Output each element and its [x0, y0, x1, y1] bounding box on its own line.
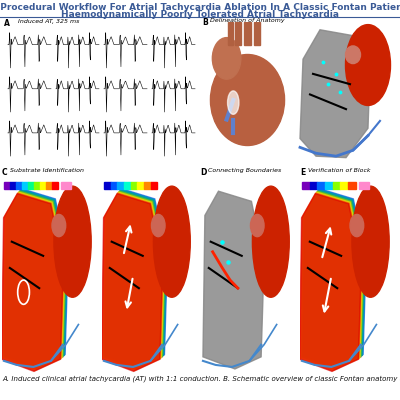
Bar [124, 182, 131, 189]
Ellipse shape [346, 25, 390, 106]
Text: A. Induced clinical atrial tachycardia (AT) with 1:1 conduction. B. Schematic ov: A. Induced clinical atrial tachycardia (… [2, 375, 400, 382]
Polygon shape [104, 191, 165, 369]
Text: C: C [2, 168, 8, 177]
Polygon shape [6, 189, 68, 366]
Text: Figure 3 Procedural Workflow For Atrial Tachycardia Ablation In A Classic Fontan: Figure 3 Procedural Workflow For Atrial … [0, 3, 400, 12]
Bar [16, 182, 22, 189]
Bar [244, 22, 251, 45]
Text: Substrate Identification: Substrate Identification [10, 168, 84, 173]
Ellipse shape [252, 186, 289, 297]
Text: Connecting Boundaries: Connecting Boundaries [208, 168, 281, 173]
Bar [4, 182, 10, 189]
Bar [10, 182, 16, 189]
Polygon shape [106, 189, 167, 366]
Bar [46, 182, 52, 189]
Text: Induced AT, 325 ms: Induced AT, 325 ms [18, 20, 79, 24]
Point [325, 81, 331, 87]
Polygon shape [105, 190, 166, 368]
Polygon shape [102, 194, 163, 371]
Polygon shape [4, 191, 66, 369]
Polygon shape [105, 190, 166, 368]
Bar [111, 182, 117, 189]
Polygon shape [300, 193, 362, 371]
Bar [317, 182, 325, 189]
Ellipse shape [52, 214, 66, 237]
Point [320, 59, 326, 65]
Text: D: D [200, 168, 206, 177]
Ellipse shape [54, 186, 91, 297]
Bar [144, 182, 151, 189]
Ellipse shape [352, 186, 389, 297]
Bar [40, 182, 46, 189]
Ellipse shape [154, 186, 190, 297]
Bar [325, 182, 333, 189]
Polygon shape [5, 190, 67, 368]
Polygon shape [304, 189, 366, 366]
Bar [137, 182, 144, 189]
Polygon shape [102, 193, 163, 371]
Bar [61, 182, 70, 189]
Polygon shape [302, 191, 364, 369]
Text: Haemodynamically Poorly Tolerated Atrial Tachycardia: Haemodynamically Poorly Tolerated Atrial… [61, 10, 339, 19]
Bar [359, 182, 369, 189]
Bar [22, 182, 28, 189]
Polygon shape [2, 194, 63, 371]
Bar [235, 22, 241, 45]
Text: E: E [300, 168, 305, 177]
Text: B: B [202, 18, 208, 27]
Ellipse shape [350, 214, 364, 237]
Bar [131, 182, 137, 189]
Polygon shape [6, 190, 67, 368]
Polygon shape [203, 191, 264, 369]
Bar [104, 182, 111, 189]
Ellipse shape [228, 91, 239, 114]
Point [333, 71, 339, 77]
Polygon shape [4, 191, 66, 369]
Ellipse shape [250, 214, 264, 237]
Polygon shape [106, 189, 167, 367]
Polygon shape [104, 191, 165, 369]
Point [225, 259, 231, 265]
Bar [228, 22, 233, 45]
Polygon shape [301, 192, 363, 370]
Bar [333, 182, 340, 189]
Polygon shape [3, 192, 65, 370]
Polygon shape [6, 189, 68, 367]
Point [219, 238, 226, 245]
Text: Verification of Block: Verification of Block [308, 168, 370, 173]
Point [337, 88, 343, 95]
Polygon shape [300, 194, 361, 371]
Ellipse shape [212, 38, 241, 79]
Bar [34, 182, 40, 189]
Bar [52, 182, 58, 189]
Ellipse shape [210, 54, 284, 146]
Bar [340, 182, 348, 189]
Bar [254, 22, 260, 45]
Bar [151, 182, 157, 189]
Bar [117, 182, 124, 189]
Bar [28, 182, 34, 189]
Polygon shape [304, 189, 366, 367]
Ellipse shape [152, 214, 165, 237]
Polygon shape [300, 30, 370, 158]
Ellipse shape [346, 46, 360, 64]
Bar [310, 182, 317, 189]
Polygon shape [304, 190, 365, 368]
Bar [348, 182, 356, 189]
Polygon shape [303, 190, 365, 368]
Polygon shape [302, 191, 364, 369]
Bar [302, 182, 310, 189]
Polygon shape [103, 192, 164, 370]
Text: Delineation of Anatomy: Delineation of Anatomy [210, 18, 285, 23]
Polygon shape [2, 193, 64, 371]
Text: A: A [4, 20, 10, 28]
